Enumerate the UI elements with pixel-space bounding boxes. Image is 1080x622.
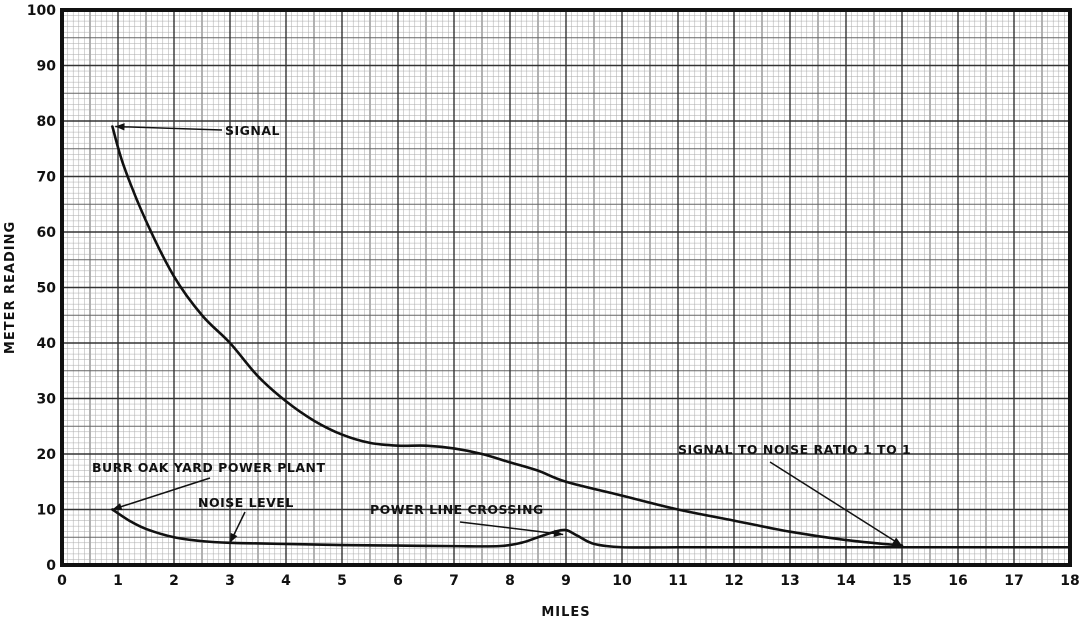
x-tick-label: 15	[892, 573, 911, 589]
plot-frame	[60, 8, 1072, 567]
x-tick-label: 5	[337, 573, 347, 589]
annotation-burr_oak-arrowhead	[112, 503, 123, 511]
series-signal-line	[111, 125, 904, 547]
x-tick-label: 7	[449, 573, 459, 589]
y-tick-label: 20	[37, 447, 57, 463]
series-noise-line	[111, 508, 1072, 549]
annotation-noise_level-label: NOISE LEVEL	[198, 495, 294, 510]
annotation-snr-label: SIGNAL TO NOISE RATIO 1 TO 1	[678, 442, 911, 457]
x-tick-label: 9	[561, 573, 571, 589]
x-tick-label: 17	[1004, 573, 1023, 589]
x-tick-label: 8	[505, 573, 515, 589]
x-tick-label: 12	[724, 573, 743, 589]
annotation-signal-arrowhead	[115, 123, 125, 131]
x-tick-label: 3	[225, 573, 235, 589]
annotation-snr-arrowhead	[892, 537, 902, 546]
annotation-signal-label: SIGNAL	[225, 123, 280, 138]
y-tick-label: 100	[27, 3, 56, 19]
annotation-signal-leader	[115, 125, 223, 131]
y-tick-label: 70	[37, 170, 57, 186]
y-tick-label: 80	[37, 114, 57, 130]
x-tick-label: 4	[281, 573, 291, 589]
x-tick-label: 11	[668, 573, 687, 589]
x-tick-label: 2	[169, 573, 179, 589]
annotation-burr_oak-label: BURR OAK YARD POWER PLANT	[92, 460, 326, 475]
y-tick-label: 50	[37, 281, 57, 297]
y-tick-label: 40	[37, 336, 57, 352]
x-tick-label: 16	[948, 573, 967, 589]
x-tick-label: 18	[1060, 573, 1079, 589]
y-tick-label: 90	[37, 59, 57, 75]
y-tick-label: 0	[46, 558, 56, 574]
x-axis-label: MILES	[541, 605, 590, 620]
annotation-burr_oak-leader	[112, 477, 211, 511]
x-tick-label: 1	[113, 573, 123, 589]
x-tick-label: 10	[612, 573, 632, 589]
annotation-power_line-label: POWER LINE CROSSING	[370, 502, 544, 517]
series-layer	[111, 125, 1072, 549]
major-grid	[61, 9, 1071, 566]
annotation-layer: SIGNAL BURR OAK YARD POWER PLANT NOISE LEV…	[92, 123, 911, 547]
y-axis-label: METER READING	[3, 221, 18, 354]
annotation-power_line-arrowhead	[553, 529, 564, 538]
y-tick-label: 10	[37, 503, 57, 519]
annotation-snr-leader	[769, 461, 903, 547]
y-tick-label: 30	[37, 392, 57, 408]
annotation-power_line-leader	[459, 521, 564, 536]
annotation-noise_level-arrowhead	[230, 532, 238, 543]
y-tick-labels: 0 10 20 30 40 50 60 70 80 90 100	[27, 3, 56, 574]
x-tick-label: 0	[57, 573, 67, 589]
x-tick-labels: 0 1 2 3 4 5 6 7 8 9 10 11 12 13 14 15 16 17 18	[57, 573, 1080, 589]
x-tick-label: 6	[393, 573, 403, 589]
y-tick-label: 60	[37, 225, 57, 241]
x-tick-label: 14	[836, 573, 856, 589]
x-tick-label: 13	[780, 573, 799, 589]
